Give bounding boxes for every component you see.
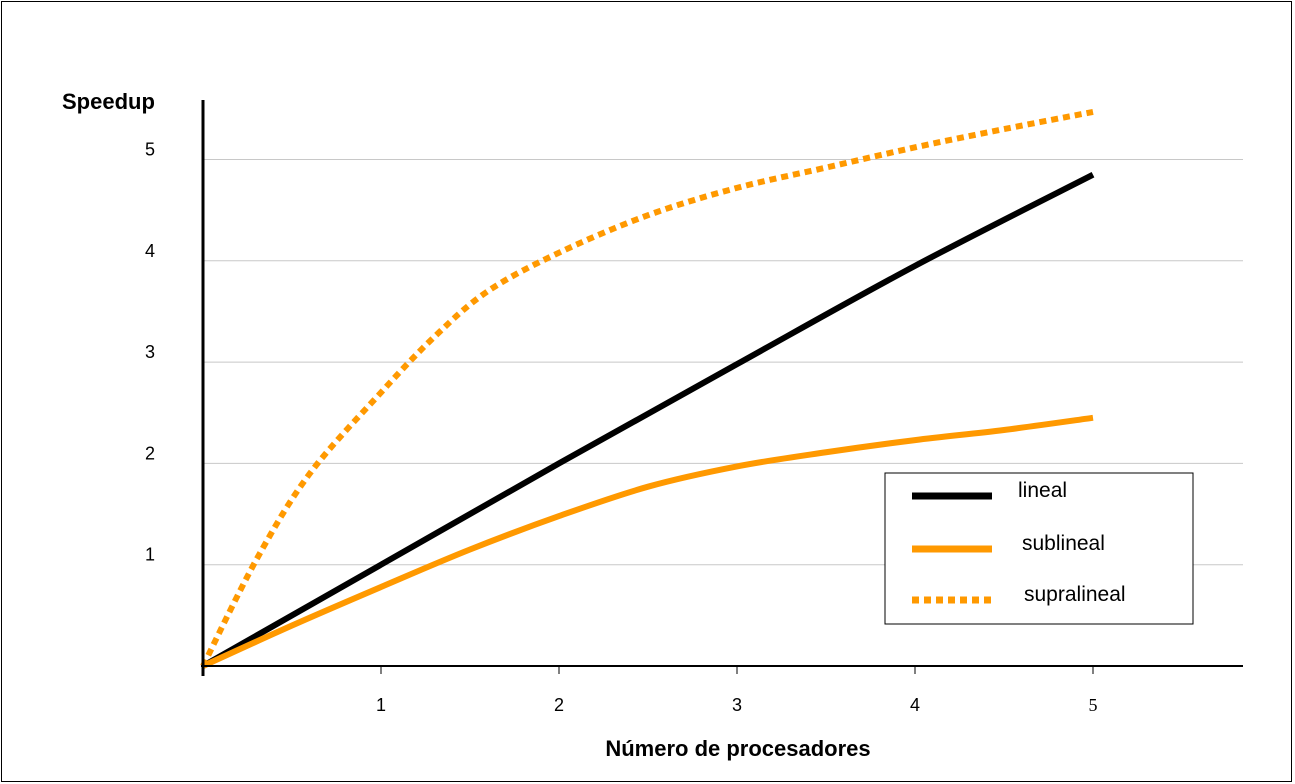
- y-tick-label-2: 2: [145, 443, 155, 463]
- series-line-sublineal: [201, 414, 1094, 669]
- legend: lineal sublineal supralineal: [884, 472, 1194, 625]
- legend-label-lineal: lineal: [1018, 479, 1067, 502]
- x-tick-label-1: 1: [376, 695, 386, 715]
- legend-label-supralineal: supralineal: [1024, 583, 1126, 606]
- series-lines: [200, 108, 1095, 669]
- x-axis-title: Número de procesadores: [605, 736, 870, 761]
- axes: [201, 100, 1243, 676]
- x-tick-label-2: 2: [554, 695, 564, 715]
- y-axis-title: Speedup: [62, 89, 155, 114]
- y-tick-label-4: 4: [145, 241, 155, 261]
- x-tick-label-4: 4: [910, 695, 920, 715]
- x-tick-label-3: 3: [732, 695, 742, 715]
- series-line-supralineal: [200, 108, 1094, 668]
- y-tick-label-3: 3: [145, 342, 155, 362]
- series-line-lineal: [201, 172, 1095, 669]
- legend-label-sublineal: sublineal: [1022, 532, 1105, 555]
- tick-labels: 1 2 3 4 5 1 2 3 4 5: [145, 140, 1098, 716]
- y-tick-label-1: 1: [145, 545, 155, 565]
- x-tick-label-5: 5: [1089, 695, 1098, 715]
- y-tick-label-5: 5: [145, 140, 155, 160]
